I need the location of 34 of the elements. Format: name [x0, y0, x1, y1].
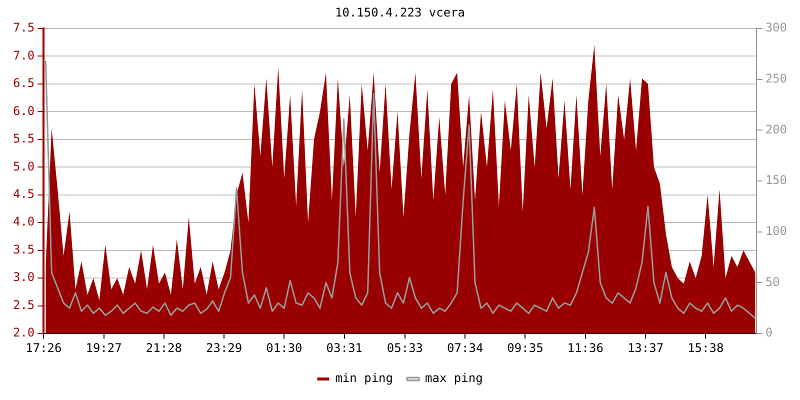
- x-tick-label: 19:27: [86, 340, 122, 355]
- chart-title: 10.150.4.223 vcera: [334, 5, 466, 20]
- y-tick-label: 7.5: [12, 20, 35, 35]
- legend-label: min ping: [335, 371, 393, 386]
- x-tick-label: 01:30: [266, 340, 302, 355]
- x-tick-label: 09:35: [507, 340, 544, 355]
- y2-tick-label: 50: [765, 274, 780, 289]
- y-tick-label: 2.0: [12, 326, 35, 340]
- legend-label: max ping: [425, 371, 483, 386]
- y2-tick-label: 100: [765, 224, 788, 238]
- y-tick-label: 4.5: [12, 187, 35, 201]
- y-tick-label: 6.5: [12, 76, 35, 90]
- y-tick-label: 3.0: [12, 270, 35, 284]
- y2-tick-label: 250: [765, 71, 788, 86]
- x-tick-label: 07:34: [447, 340, 484, 355]
- y-tick-label: 2.5: [12, 298, 35, 312]
- y2-tick-label: 300: [765, 20, 788, 35]
- x-tick-label: 23:29: [206, 340, 242, 355]
- y-tick-label: 3.5: [12, 242, 35, 256]
- x-tick-label: 03:31: [326, 340, 362, 355]
- y-tick-label: 4.0: [12, 214, 35, 229]
- x-tick-label: 17:26: [26, 340, 62, 355]
- x-tick-label: 15:38: [688, 340, 724, 355]
- y2-tick-label: 150: [765, 173, 788, 188]
- x-tick-label: 13:37: [627, 340, 664, 355]
- x-tick-label: 21:28: [146, 340, 182, 355]
- x-tick-label: 11:36: [567, 340, 604, 355]
- y2-tick-label: 0: [765, 326, 773, 340]
- x-tick-label: 05:33: [386, 340, 424, 355]
- y-tick-label: 5.0: [12, 159, 35, 174]
- y-tick-label: 5.5: [12, 132, 35, 146]
- y-tick-label: 6.0: [12, 104, 35, 118]
- y2-tick-label: 200: [765, 122, 788, 136]
- y-tick-label: 7.0: [12, 48, 35, 62]
